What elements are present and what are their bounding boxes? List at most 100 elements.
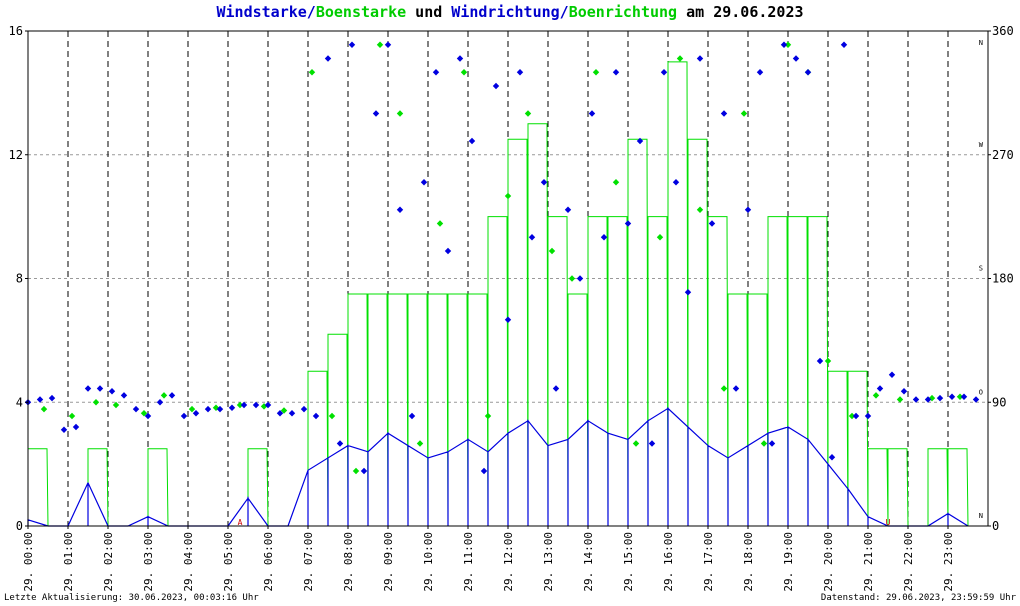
last-update-text: Letzte Aktualisierung: 30.06.2023, 00:03… <box>4 593 259 603</box>
point-boenrichtung <box>236 401 244 409</box>
compass-label: W <box>979 141 984 149</box>
point-boenrichtung <box>504 192 512 200</box>
point-windrichtung <box>900 388 908 395</box>
point-windrichtung <box>204 405 212 413</box>
point-windrichtung <box>972 396 980 403</box>
point-boenrichtung <box>896 396 904 403</box>
point-windrichtung <box>756 69 764 76</box>
point-boenrichtung <box>872 392 880 399</box>
point-windrichtung <box>360 467 368 475</box>
x-tick-label: 29. 12:00 <box>502 532 515 592</box>
x-tick-label: 29. 18:00 <box>742 532 755 592</box>
point-windrichtung <box>336 440 344 447</box>
point-boenrichtung <box>212 404 220 411</box>
point-boenrichtung <box>308 69 316 76</box>
point-windrichtung <box>48 394 56 402</box>
point-windrichtung <box>132 405 140 413</box>
point-windrichtung <box>372 110 380 117</box>
point-windrichtung <box>240 401 248 409</box>
point-windrichtung <box>468 137 476 145</box>
point-windrichtung <box>228 404 236 411</box>
point-windrichtung <box>732 385 740 392</box>
point-boenrichtung <box>328 412 336 420</box>
point-windrichtung <box>312 412 320 420</box>
point-windrichtung <box>636 137 644 145</box>
compass-label: S <box>979 265 983 273</box>
x-tick-label: 29. 07:00 <box>302 532 315 592</box>
x-tick-label: 29. 04:00 <box>182 532 195 592</box>
point-windrichtung <box>696 55 704 62</box>
point-windrichtung <box>396 206 404 213</box>
point-windrichtung <box>288 410 296 417</box>
point-boenrichtung <box>524 110 532 117</box>
point-boenrichtung <box>68 412 76 420</box>
title-wind-direction: Windrichtung/ <box>451 3 569 21</box>
x-tick-label: 29. 14:00 <box>582 532 595 592</box>
point-windrichtung <box>816 357 824 365</box>
point-windrichtung <box>480 467 488 475</box>
title-gust-speed: Boenstarke <box>315 3 407 21</box>
point-windrichtung <box>216 405 224 413</box>
point-windrichtung <box>648 440 656 447</box>
data-status-text: Datenstand: 29.06.2023, 23:59:59 Uhr <box>820 593 1016 603</box>
y-tick-label-right: 0 <box>992 519 999 533</box>
x-tick-label: 29. 23:00 <box>942 532 955 592</box>
point-windrichtung <box>540 179 548 186</box>
point-boenrichtung <box>956 393 964 400</box>
point-windrichtung <box>192 410 200 417</box>
point-windrichtung <box>876 385 884 392</box>
point-boenrichtung <box>160 392 168 399</box>
point-windrichtung <box>600 234 608 241</box>
point-windrichtung <box>744 206 752 213</box>
point-windrichtung <box>780 41 788 48</box>
title-and: und <box>406 3 452 21</box>
point-boenrichtung <box>140 410 148 417</box>
x-tick-label: 29. 19:00 <box>782 532 795 592</box>
point-boenrichtung <box>676 55 684 62</box>
point-boenrichtung <box>112 401 120 409</box>
point-windrichtung <box>852 412 860 420</box>
series-windstarke <box>27 407 969 527</box>
point-boenrichtung <box>824 357 832 365</box>
point-windrichtung <box>516 69 524 76</box>
point-windrichtung <box>720 110 728 117</box>
point-boenrichtung <box>740 110 748 117</box>
chart-title: Windstarke/Boenstarke und Windrichtung/B… <box>0 3 1020 21</box>
x-tick-label: 29. 21:00 <box>862 532 875 592</box>
compass-label: N <box>979 512 983 520</box>
point-windrichtung <box>936 394 944 402</box>
point-windrichtung <box>504 316 512 323</box>
y-tick-label-right: 90 <box>992 395 1006 409</box>
x-tick-label: 29. 10:00 <box>422 532 435 592</box>
point-boenrichtung <box>280 407 288 414</box>
title-date: am 29.06.2023 <box>677 3 804 21</box>
y-tick-label-left: 0 <box>16 519 23 533</box>
x-tick-label: 29. 22:00 <box>902 532 915 592</box>
point-windrichtung <box>324 55 332 62</box>
x-tick-label: 29. 09:00 <box>382 532 395 592</box>
point-windrichtung <box>828 454 836 461</box>
compass-label: O <box>979 388 983 396</box>
point-boenrichtung <box>416 440 424 447</box>
point-windrichtung <box>408 412 416 420</box>
point-windrichtung <box>660 69 668 76</box>
x-tick-label: 29. 06:00 <box>262 532 275 592</box>
point-windrichtung <box>384 41 392 48</box>
point-windrichtung <box>168 392 176 399</box>
point-windrichtung <box>708 220 716 227</box>
point-windrichtung <box>576 275 584 282</box>
point-windrichtung <box>444 247 452 255</box>
x-tick-label: 29. 11:00 <box>462 532 475 592</box>
point-windrichtung <box>948 393 956 400</box>
point-boenrichtung <box>396 110 404 117</box>
point-windrichtung <box>180 412 188 420</box>
x-tick-label: 29. 08:00 <box>342 532 355 592</box>
point-boenrichtung <box>568 275 576 282</box>
point-windrichtung <box>156 399 164 406</box>
x-tick-label: 29. 03:00 <box>142 532 155 592</box>
point-boenrichtung <box>436 220 444 227</box>
point-windrichtung <box>804 69 812 76</box>
y-tick-label-right: 180 <box>992 272 1014 286</box>
point-windrichtung <box>264 401 272 409</box>
title-wind-speed: Windstarke/ <box>216 3 316 21</box>
